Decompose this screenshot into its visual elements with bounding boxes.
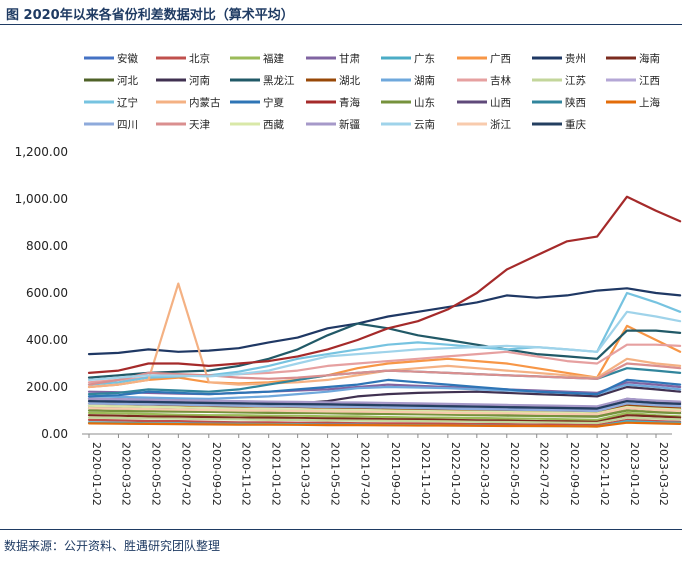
legend-label-7: 海南 [639, 52, 660, 65]
legend-label-3: 甘肃 [339, 52, 360, 65]
x-tick-label-2: 2020-05-02 [149, 442, 162, 506]
x-tick-label-12: 2022-01-02 [449, 442, 462, 506]
legend-label-14: 江苏 [565, 74, 586, 87]
series-line-25 [87, 362, 682, 386]
y-tick-label-2: 400.00 [26, 333, 68, 347]
x-tick-label-17: 2022-11-02 [598, 442, 611, 506]
x-tick-label-11: 2021-11-02 [419, 442, 432, 506]
series-line-2 [87, 411, 682, 421]
series-line-23 [87, 421, 682, 428]
x-tick-label-5: 2020-11-02 [240, 442, 253, 506]
legend-label-21: 山西 [490, 97, 511, 109]
legend-label-1: 北京 [189, 52, 210, 65]
series-line-14 [87, 416, 682, 425]
series-line-28 [87, 310, 682, 381]
x-axis: 2020-01-02 2020-03-02 2020-05-02 2020-07-02… [82, 433, 672, 506]
x-tick-label-0: 2020-01-02 [90, 442, 103, 506]
x-tick-label-18: 2023-01-02 [628, 442, 641, 506]
x-tick-label-4: 2020-09-02 [210, 442, 223, 506]
legend-label-11: 湖北 [339, 75, 360, 87]
figure-title: 图 2020年以来各省份利差数据对比（算术平均） [6, 8, 294, 23]
series-line-19 [87, 195, 682, 374]
legend-label-27: 新疆 [339, 118, 360, 131]
title-divider [0, 24, 682, 25]
series-line-20 [87, 409, 682, 418]
source-note: 数据来源：公开资料、胜遇研究团队整理 [4, 539, 221, 553]
legend-label-22: 陕西 [565, 96, 586, 109]
legend-label-6: 贵州 [565, 52, 586, 65]
x-tick-label-3: 2020-07-02 [179, 442, 192, 506]
y-tick-label-3: 600.00 [26, 286, 68, 300]
x-tick-label-13: 2022-03-02 [478, 442, 491, 506]
legend-label-30: 重庆 [565, 118, 586, 131]
y-tick-label-1: 200.00 [26, 380, 68, 394]
x-tick-label-6: 2021-01-02 [270, 442, 283, 506]
legend-label-8: 河北 [117, 75, 138, 87]
y-tick-label-4: 800.00 [26, 239, 68, 253]
legend-label-19: 青海 [339, 96, 360, 109]
y-tick-label-6: 1,200.00 [15, 145, 68, 159]
x-tick-label-7: 2021-03-02 [299, 442, 312, 506]
series-line-24 [87, 402, 682, 413]
legend-label-25: 天津 [189, 119, 210, 131]
series-line-7 [87, 414, 682, 423]
plot-area [87, 195, 682, 428]
series-line-27 [87, 397, 682, 408]
legend-label-17: 内蒙古 [189, 96, 221, 109]
legend-label-29: 浙江 [490, 119, 511, 131]
legend-label-2: 福建 [263, 52, 284, 65]
x-tick-label-15: 2022-07-02 [538, 442, 551, 506]
x-tick-label-19: 2023-03-02 [657, 442, 670, 506]
y-tick-label-0: 0.00 [41, 427, 68, 441]
x-tick-label-14: 2022-05-02 [508, 442, 521, 506]
legend-label-28: 云南 [414, 118, 435, 131]
x-tick-label-16: 2022-09-02 [568, 442, 581, 506]
legend-label-18: 宁夏 [263, 96, 284, 109]
legend-label-23: 上海 [639, 96, 660, 109]
legend-label-0: 安徽 [117, 52, 138, 65]
series-line-30 [87, 400, 682, 410]
legend-label-4: 广东 [414, 52, 435, 65]
legend-label-12: 湖南 [414, 74, 435, 87]
x-tick-label-1: 2020-03-02 [119, 442, 132, 506]
y-tick-label-5: 1,000.00 [15, 192, 68, 206]
source-divider [0, 529, 682, 530]
legend-label-26: 西藏 [263, 119, 284, 131]
x-tick-label-10: 2021-09-02 [389, 442, 402, 506]
legend-label-5: 广西 [490, 53, 511, 65]
legend-label-20: 山东 [414, 96, 435, 109]
legend-label-9: 河南 [189, 74, 210, 87]
x-tick-label-8: 2021-05-02 [329, 442, 342, 506]
series-line-6 [87, 287, 682, 356]
legend-label-24: 四川 [117, 119, 138, 131]
legend-label-13: 吉林 [490, 74, 511, 87]
legend-label-10: 黑龙江 [263, 74, 295, 87]
series-line-18 [87, 378, 682, 398]
x-tick-label-9: 2021-07-02 [359, 442, 372, 506]
y-axis: 0.00 200.00 400.00 600.00 800.00 1,000.00 1,20… [15, 145, 68, 441]
legend-label-15: 江西 [639, 75, 660, 87]
legend-label-16: 辽宁 [117, 96, 138, 109]
series-line-1 [87, 418, 682, 427]
series-line-29 [87, 407, 682, 416]
